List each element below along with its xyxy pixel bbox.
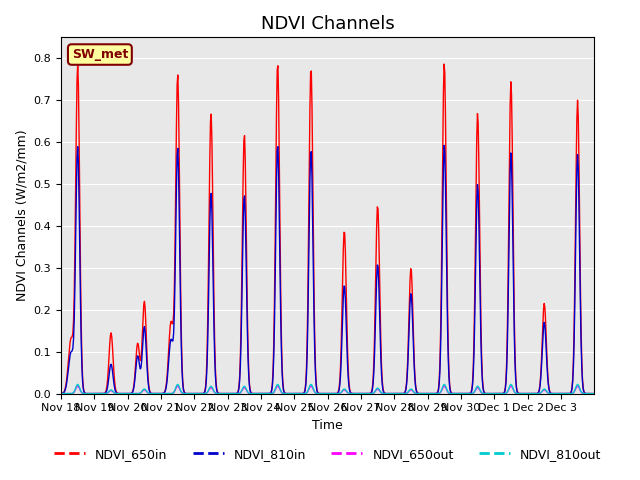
X-axis label: Time: Time bbox=[312, 419, 343, 432]
Title: NDVI Channels: NDVI Channels bbox=[260, 15, 394, 33]
Text: SW_met: SW_met bbox=[72, 48, 128, 61]
Y-axis label: NDVI Channels (W/m2/mm): NDVI Channels (W/m2/mm) bbox=[15, 130, 28, 301]
Legend: NDVI_650in, NDVI_810in, NDVI_650out, NDVI_810out: NDVI_650in, NDVI_810in, NDVI_650out, NDV… bbox=[49, 443, 606, 466]
